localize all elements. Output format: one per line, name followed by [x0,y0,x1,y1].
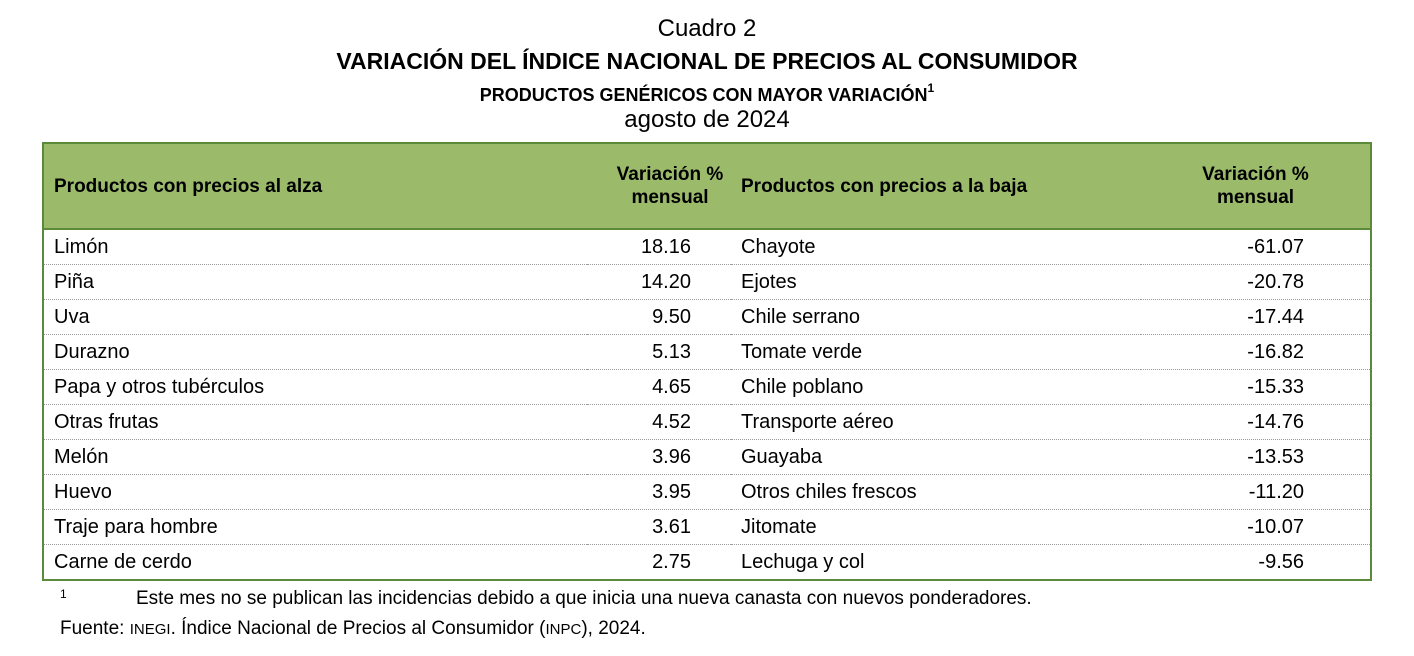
product-down: Ejotes [731,264,1141,300]
table-row: Carne de cerdo 2.75 Lechuga y col -9.56 [43,545,1371,581]
product-up: Limón [43,229,587,265]
table-row: Uva 9.50 Chile serrano -17.44 [43,299,1371,335]
value-up: 18.16 [587,229,731,265]
value-up: 3.96 [587,439,731,475]
value-down: -61.07 [1141,229,1371,265]
period: agosto de 2024 [624,106,790,133]
product-down: Lechuga y col [741,550,865,573]
main-title: VARIACIÓN DEL ÍNDICE NACIONAL DE PRECIOS… [336,48,1078,74]
table-body: Limón 18.16 Chayote -61.07 Piña 14.20 Ejotes -2… [43,229,1371,580]
table-row: Huevo 3.95 Otros chiles frescos -11.20 [43,474,1371,510]
product-down: Chile serrano [731,299,1141,335]
value-up: 4.52 [587,404,731,440]
value-down: -11.20 [1141,474,1371,510]
source-org: INEGI [129,621,171,638]
title-block: Cuadro 2 VARIACIÓN DEL ÍNDICE NACIONAL D… [0,14,1414,135]
value-up: 2.75 [652,550,691,573]
product-up: Carne de cerdo [54,550,192,573]
value-up: 3.61 [587,509,731,545]
table-row: Piña 14.20 Ejotes -20.78 [43,264,1371,300]
product-up: Traje para hombre [43,509,587,545]
value-up: 14.20 [587,264,731,300]
product-up: Melón [43,439,587,475]
table-row: Traje para hombre 3.61 Jitomate -10.07 [43,509,1371,545]
value-down: -20.78 [1141,264,1371,300]
value-down: -17.44 [1141,299,1371,335]
source-text-a: . Índice Nacional de Precios al Consumid… [170,618,546,639]
product-up: Durazno [43,334,587,370]
variation-table: Productos con precios al alza Variación … [42,142,1372,581]
subtitle: PRODUCTOS GENÉRICOS CON MAYOR VARIACIÓN1 [0,78,1414,107]
value-down: -16.82 [1141,334,1371,370]
header-down-products: Productos con precios a la baja [731,143,1141,230]
header-row: Productos con precios al alza Variación … [43,143,1371,230]
value-down: -13.53 [1141,439,1371,475]
value-up: 3.95 [587,474,731,510]
header-up-variation-l1: Variación % [616,164,724,185]
product-down: Jitomate [731,509,1141,545]
source-label: Fuente: [60,618,125,639]
product-down: Otros chiles frescos [731,474,1141,510]
value-up: 4.65 [587,369,731,405]
value-up: 5.13 [587,334,731,370]
product-down: Transporte aéreo [731,404,1141,440]
product-up: Uva [43,299,587,335]
source-text-b: ), 2024. [581,618,646,639]
table-row: Limón 18.16 Chayote -61.07 [43,229,1371,265]
product-up: Piña [43,264,587,300]
table-number: Cuadro 2 [657,15,757,42]
header-up-products: Productos con precios al alza [43,143,587,230]
table-row: Durazno 5.13 Tomate verde -16.82 [43,334,1371,370]
value-down: -14.76 [1141,404,1371,440]
source-abbr: INPC [545,621,582,638]
header-up-variation: Variación % mensual [587,143,731,230]
product-down: Chayote [731,229,1141,265]
value-up: 9.50 [587,299,731,335]
header-up-variation-l2: mensual [631,187,709,208]
subtitle-text: PRODUCTOS GENÉRICOS CON MAYOR VARIACIÓN [479,85,928,105]
product-down: Chile poblano [731,369,1141,405]
header-down-variation: Variación % mensual [1141,143,1371,230]
header-down-variation-l2: mensual [1216,187,1295,208]
table-row: Papa y otros tubérculos 4.65 Chile poblano… [43,369,1371,405]
product-up: Huevo [43,474,587,510]
header-down-variation-l1: Variación % [1202,164,1309,185]
footnote-mark: 1 [60,587,67,601]
product-up: Papa y otros tubérculos [43,369,587,405]
table-row: Melón 3.96 Guayaba -13.53 [43,439,1371,475]
table-row: Otras frutas 4.52 Transporte aéreo -14.76 [43,404,1371,440]
product-down: Guayaba [731,439,1141,475]
value-down: -10.07 [1141,509,1371,545]
product-up: Otras frutas [43,404,587,440]
product-down: Tomate verde [731,334,1141,370]
source-note: Fuente: INEGI. Índice Nacional de Precio… [60,618,646,640]
footnote-ref: 1 [927,81,935,95]
value-down: -15.33 [1141,369,1371,405]
value-down: -9.56 [1258,550,1304,573]
footnote-text: Este mes no se publican las incidencias … [136,588,1032,609]
